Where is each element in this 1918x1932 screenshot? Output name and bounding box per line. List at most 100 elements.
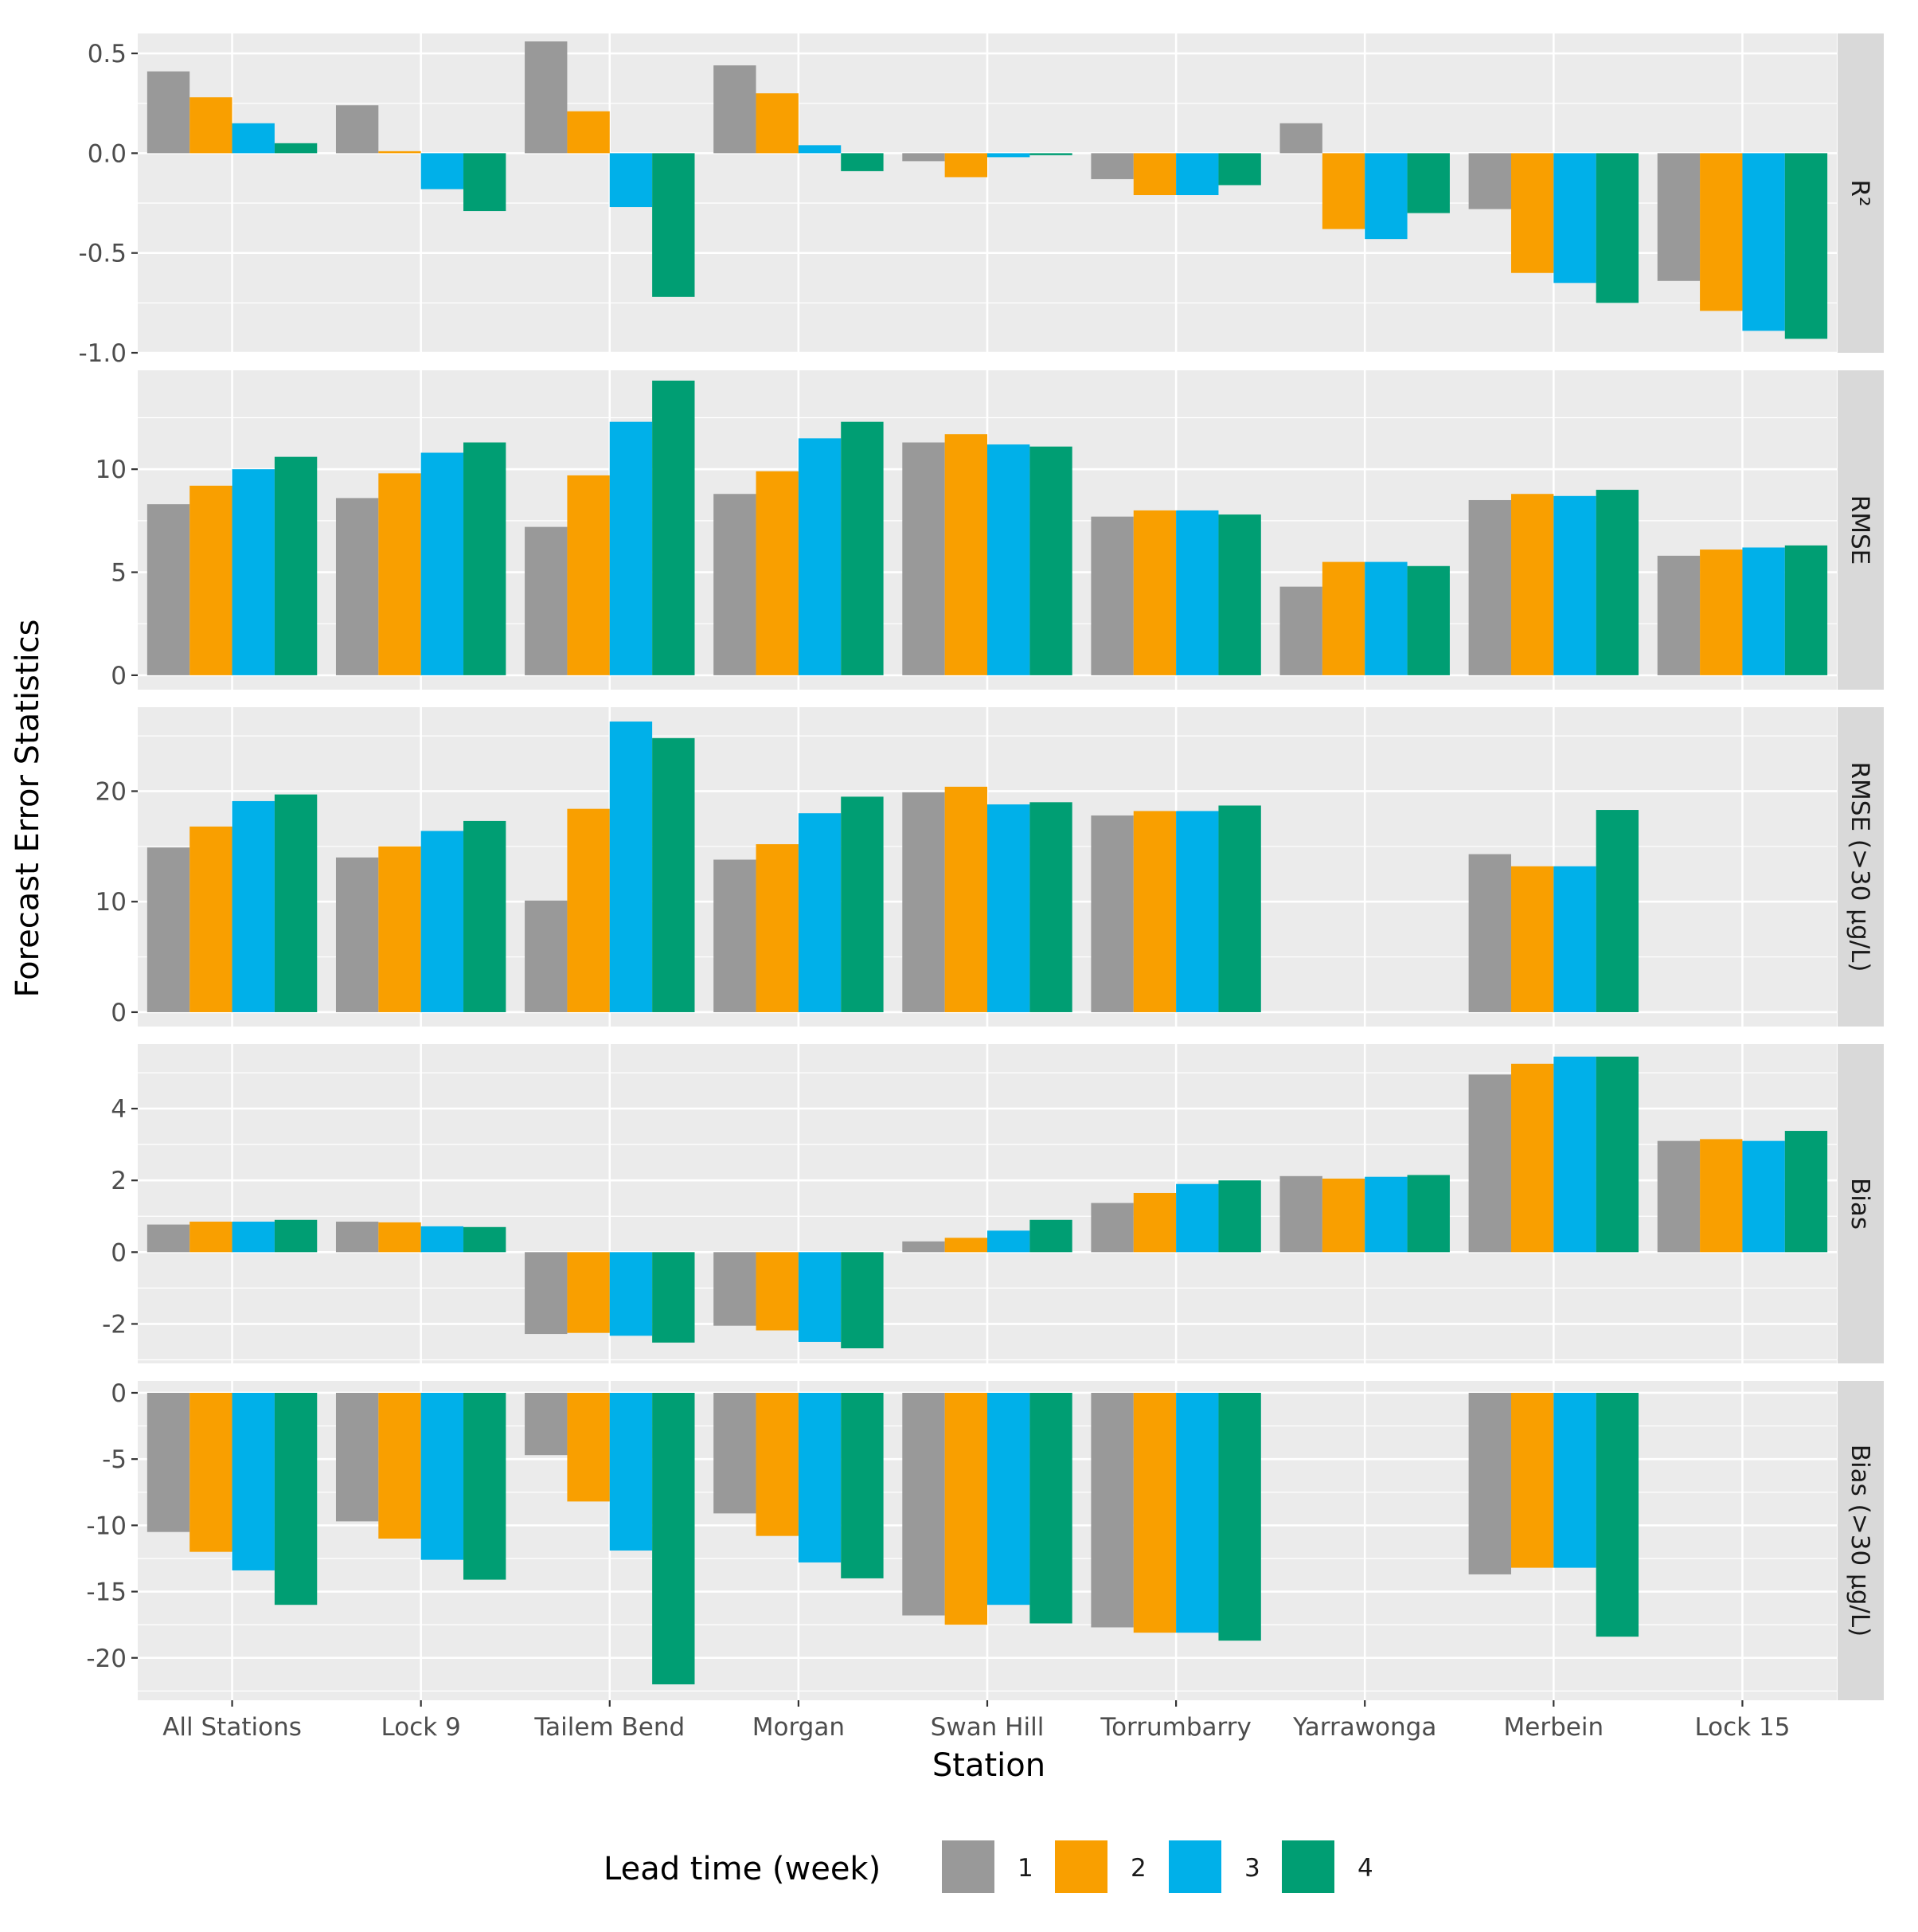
x-tick-label: Swan Hill bbox=[931, 1713, 1045, 1742]
facet-strip-label: Bias (>30 µg/L) bbox=[1846, 1445, 1874, 1637]
panel-1: 0.5 0.0 -0.5 -1.0 R² bbox=[79, 33, 1884, 368]
x-tick-label: Merbein bbox=[1504, 1713, 1604, 1742]
y-tick-label: -10 bbox=[86, 1512, 127, 1540]
y-tick-label: 0 bbox=[111, 1379, 127, 1408]
bar-swan-hill-week-2 bbox=[944, 1238, 987, 1253]
x-tick-label: Yarrawonga bbox=[1292, 1713, 1436, 1742]
bar-swan-hill-week-1 bbox=[902, 792, 945, 1012]
legend: Lead time (week) 1 2 3 4 bbox=[604, 1840, 1373, 1893]
bar-all-stations-week-1 bbox=[146, 847, 190, 1012]
bar-merbein-week-4 bbox=[1596, 1056, 1639, 1253]
bar-lock-9-week-4 bbox=[463, 1226, 506, 1253]
bar-merbein-week-3 bbox=[1553, 1056, 1596, 1253]
y-tick-label: 0 bbox=[111, 1238, 127, 1267]
y-tick-label: 0.0 bbox=[88, 139, 127, 168]
bar-lock-9-week-2 bbox=[378, 1392, 421, 1539]
bar-merbein-week-3 bbox=[1553, 153, 1596, 284]
y-tick-label: 5 bbox=[111, 559, 127, 588]
bar-morgan-week-2 bbox=[756, 1252, 799, 1331]
bar-all-stations-week-3 bbox=[232, 469, 275, 675]
bar-swan-hill-week-1 bbox=[902, 153, 945, 162]
bar-yarrawonga-week-3 bbox=[1365, 561, 1408, 675]
bar-morgan-week-4 bbox=[841, 1252, 884, 1349]
bar-swan-hill-week-2 bbox=[944, 434, 987, 675]
bar-all-stations-week-2 bbox=[189, 97, 232, 154]
bar-lock-9-week-2 bbox=[378, 846, 421, 1012]
x-tick-label: Torrumbarry bbox=[1100, 1713, 1251, 1742]
bar-all-stations-week-1 bbox=[146, 1392, 190, 1532]
x-tick-label: All Stations bbox=[162, 1713, 302, 1742]
bar-morgan-week-1 bbox=[713, 1392, 756, 1514]
bar-all-stations-week-1 bbox=[146, 1224, 190, 1253]
x-axis-title: Station bbox=[932, 1747, 1045, 1784]
bar-morgan-week-4 bbox=[841, 153, 884, 171]
bar-torrumbarry-week-4 bbox=[1218, 514, 1261, 675]
panel-2: 0 5 10 RMSE bbox=[96, 370, 1884, 690]
bar-lock-15-week-2 bbox=[1700, 549, 1743, 675]
bar-morgan-week-1 bbox=[713, 1252, 756, 1326]
bar-tailem-bend-week-1 bbox=[525, 526, 568, 675]
bar-torrumbarry-week-2 bbox=[1133, 811, 1177, 1012]
bar-tailem-bend-week-3 bbox=[609, 421, 653, 675]
bar-all-stations-week-4 bbox=[274, 1219, 318, 1253]
panel-3: 0 10 20 RMSE (>30 µg/L) bbox=[96, 707, 1884, 1027]
bar-lock-15-week-4 bbox=[1784, 1131, 1828, 1253]
bar-swan-hill-week-4 bbox=[1029, 153, 1072, 155]
bar-morgan-week-2 bbox=[756, 844, 799, 1012]
bar-yarrawonga-week-2 bbox=[1322, 153, 1365, 229]
bar-tailem-bend-week-4 bbox=[652, 153, 695, 297]
bar-tailem-bend-week-1 bbox=[525, 41, 568, 154]
bar-morgan-week-1 bbox=[713, 859, 756, 1012]
bar-merbein-week-2 bbox=[1510, 1063, 1554, 1253]
bar-all-stations-week-3 bbox=[232, 123, 275, 154]
bar-all-stations-week-2 bbox=[189, 485, 232, 675]
bar-lock-15-week-2 bbox=[1700, 153, 1743, 311]
bar-torrumbarry-week-3 bbox=[1176, 811, 1219, 1012]
bar-morgan-week-3 bbox=[798, 1252, 842, 1342]
bar-morgan-week-2 bbox=[756, 471, 799, 675]
bar-tailem-bend-week-3 bbox=[609, 153, 653, 208]
bar-merbein-week-1 bbox=[1468, 854, 1511, 1012]
bar-lock-9-week-4 bbox=[463, 1392, 506, 1580]
bar-tailem-bend-week-4 bbox=[652, 1392, 695, 1685]
legend-key-week-2 bbox=[1055, 1840, 1107, 1893]
bar-torrumbarry-week-4 bbox=[1218, 805, 1261, 1012]
bar-torrumbarry-week-3 bbox=[1176, 1183, 1219, 1253]
bar-tailem-bend-week-2 bbox=[567, 475, 610, 675]
legend-label-week-2: 2 bbox=[1131, 1854, 1147, 1883]
bar-tailem-bend-week-3 bbox=[609, 1252, 653, 1336]
bar-yarrawonga-week-1 bbox=[1279, 586, 1322, 675]
bar-all-stations-week-3 bbox=[232, 1222, 275, 1253]
bar-torrumbarry-week-1 bbox=[1091, 1203, 1134, 1253]
bar-lock-9-week-3 bbox=[420, 1392, 464, 1560]
bar-lock-9-week-2 bbox=[378, 473, 421, 675]
bar-all-stations-week-4 bbox=[274, 794, 318, 1012]
panel-4: 4 2 0 -2 Bias bbox=[102, 1044, 1884, 1363]
y-tick-label: 0.5 bbox=[88, 40, 127, 68]
bar-swan-hill-week-3 bbox=[987, 804, 1030, 1012]
bar-lock-15-week-1 bbox=[1657, 555, 1701, 675]
bar-yarrawonga-week-3 bbox=[1365, 153, 1408, 240]
bar-merbein-week-1 bbox=[1468, 1392, 1511, 1574]
y-tick-label: 0 bbox=[111, 999, 127, 1027]
y-tick-label: -5 bbox=[102, 1445, 127, 1474]
y-tick-label: 10 bbox=[96, 888, 127, 917]
bar-merbein-week-2 bbox=[1510, 866, 1554, 1012]
bar-merbein-week-1 bbox=[1468, 499, 1511, 675]
bar-tailem-bend-week-4 bbox=[652, 380, 695, 675]
bar-torrumbarry-week-1 bbox=[1091, 1392, 1134, 1628]
facet-strip bbox=[1838, 1381, 1884, 1700]
bar-swan-hill-week-4 bbox=[1029, 1392, 1072, 1624]
y-tick-label: 10 bbox=[96, 456, 127, 484]
bar-morgan-week-3 bbox=[798, 1392, 842, 1562]
bar-all-stations-week-2 bbox=[189, 1392, 232, 1552]
bar-swan-hill-week-1 bbox=[902, 442, 945, 675]
bar-lock-15-week-2 bbox=[1700, 1139, 1743, 1253]
bar-tailem-bend-week-1 bbox=[525, 900, 568, 1012]
bar-lock-9-week-4 bbox=[463, 820, 506, 1012]
bar-morgan-week-3 bbox=[798, 438, 842, 675]
bar-torrumbarry-week-4 bbox=[1218, 1392, 1261, 1641]
bar-tailem-bend-week-3 bbox=[609, 722, 653, 1012]
